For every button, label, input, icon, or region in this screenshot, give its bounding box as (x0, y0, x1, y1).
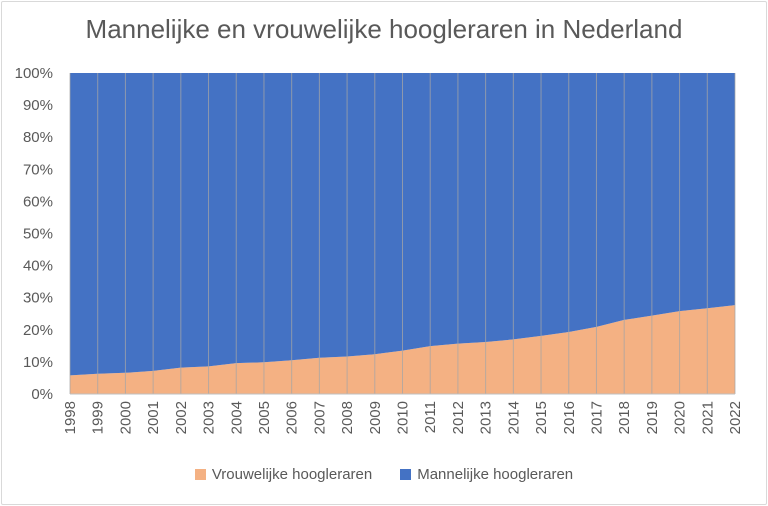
legend-item-female: Vrouwelijke hoogleraren (194, 466, 373, 483)
y-tick-label: 60% (23, 193, 53, 210)
legend-label-male: Mannelijke hoogleraren (417, 466, 574, 483)
x-tick-label: 2001 (145, 401, 162, 434)
y-tick-label: 10% (23, 354, 53, 371)
legend-label-female: Vrouwelijke hoogleraren (211, 466, 373, 483)
y-tick-label: 30% (23, 290, 53, 307)
x-tick-label: 2000 (117, 401, 134, 434)
y-tick-label: 80% (23, 129, 53, 146)
x-tick-label: 2014 (505, 401, 522, 434)
x-tick-label: 2006 (284, 401, 301, 434)
x-tick-label: 2002 (173, 401, 190, 434)
y-tick-label: 0% (31, 386, 53, 403)
y-tick-label: 90% (23, 97, 53, 114)
y-tick-label: 50% (23, 226, 53, 243)
y-tick-label: 20% (23, 322, 53, 339)
x-tick-label: 2018 (616, 401, 633, 434)
x-tick-label: 2007 (311, 401, 328, 434)
x-tick-label: 2022 (727, 401, 744, 434)
y-tick-label: 40% (23, 258, 53, 275)
x-tick-label: 2011 (422, 401, 439, 433)
y-tick-label: 100% (15, 65, 53, 82)
x-tick-label: 2005 (256, 401, 273, 434)
x-tick-label: 2008 (339, 401, 356, 434)
chart-legend: Vrouwelijke hoogleraren Mannelijke hoogl… (0, 466, 768, 483)
chart-title: Mannelijke en vrouwelijke hoogleraren in… (85, 14, 683, 44)
x-tick-label: 2010 (395, 401, 412, 434)
legend-item-male: Mannelijke hoogleraren (400, 466, 573, 483)
x-tick-label: 2013 (478, 401, 495, 434)
legend-swatch-female (194, 469, 206, 480)
x-tick-label: 1998 (62, 401, 79, 434)
x-tick-label: 2015 (533, 401, 550, 434)
x-tick-label: 2003 (201, 401, 218, 434)
x-tick-label: 2017 (588, 401, 605, 434)
x-tick-label: 2021 (699, 401, 716, 434)
x-tick-label: 2012 (450, 401, 467, 434)
y-tick-label: 70% (23, 161, 53, 178)
x-tick-label: 2016 (561, 401, 578, 434)
x-tick-label: 2004 (228, 401, 245, 434)
legend-swatch-male (400, 469, 412, 480)
x-tick-label: 2019 (644, 401, 661, 434)
x-tick-label: 1999 (90, 401, 107, 434)
x-tick-label: 2020 (672, 401, 689, 434)
x-tick-label: 2009 (367, 401, 384, 434)
